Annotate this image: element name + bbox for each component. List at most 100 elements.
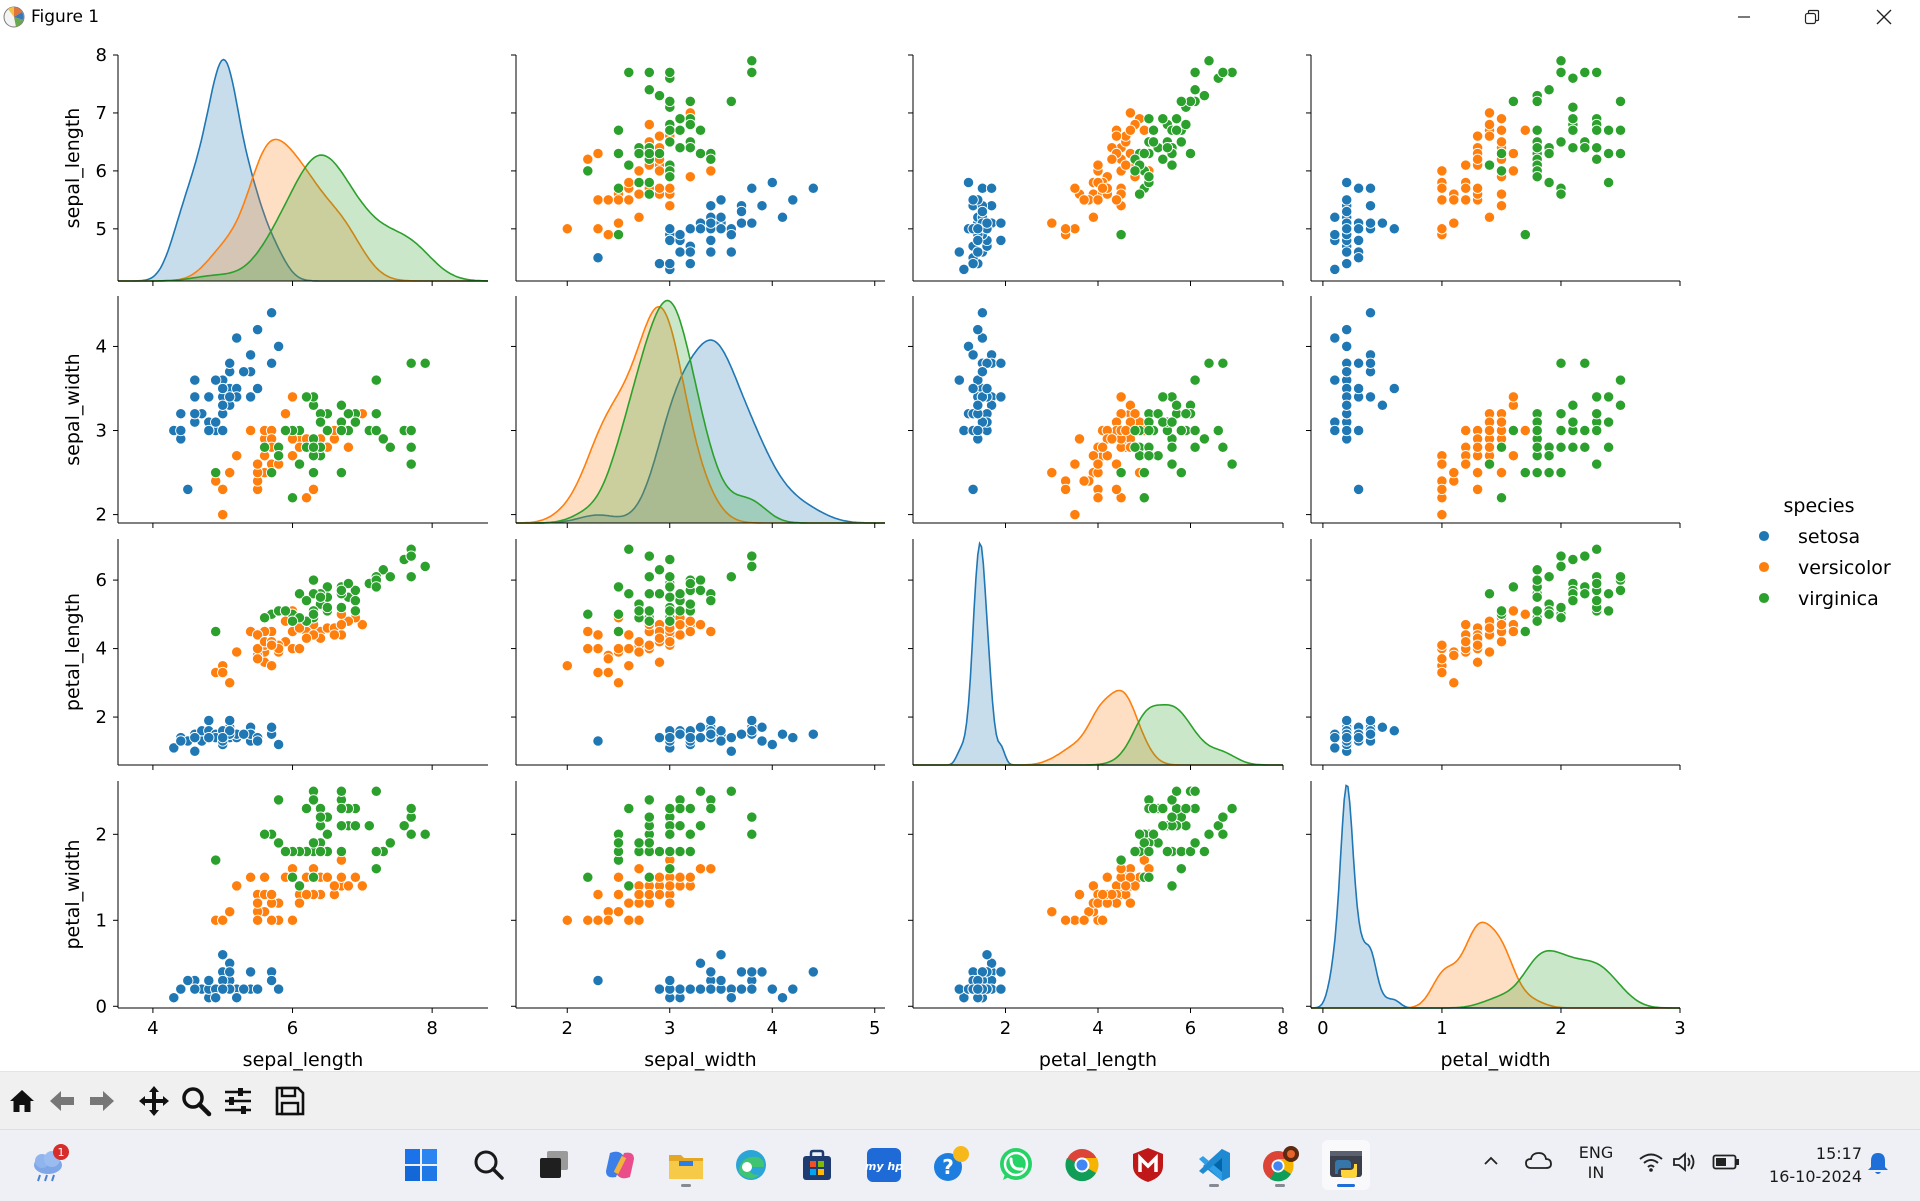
point-versicolor — [654, 657, 664, 667]
save-button[interactable] — [272, 1083, 308, 1119]
taskbar-get-help[interactable]: ? — [927, 1140, 975, 1190]
point-setosa — [1342, 341, 1352, 351]
point-virginica — [644, 606, 654, 616]
folder-icon — [667, 1147, 705, 1183]
point-virginica — [406, 425, 416, 435]
point-setosa — [169, 993, 179, 1003]
subplot-sepal_width-vs-petal_width — [1306, 296, 1680, 528]
taskbar-chrome-profile[interactable] — [1256, 1140, 1304, 1190]
onedrive-cloud-icon[interactable] — [1524, 1150, 1552, 1172]
taskbar-task-view[interactable] — [530, 1140, 578, 1190]
point-versicolor — [1074, 889, 1084, 899]
point-setosa — [996, 218, 1006, 228]
battery-icon[interactable] — [1712, 1152, 1740, 1172]
home-button[interactable] — [4, 1083, 40, 1119]
show-hidden-icons-icon[interactable] — [1482, 1152, 1500, 1170]
point-versicolor — [1437, 195, 1447, 205]
volume-icon[interactable] — [1672, 1150, 1698, 1174]
point-setosa — [190, 746, 200, 756]
point-setosa — [654, 732, 664, 742]
point-setosa — [1342, 367, 1352, 377]
point-setosa — [706, 729, 716, 739]
point-virginica — [1556, 56, 1566, 66]
point-virginica — [1556, 442, 1566, 452]
point-setosa — [1377, 722, 1387, 732]
point-virginica — [406, 358, 416, 368]
point-versicolor — [675, 630, 685, 640]
point-setosa — [266, 722, 276, 732]
taskbar-chrome[interactable] — [1058, 1140, 1106, 1190]
y-tick-label: 8 — [96, 45, 107, 66]
point-virginica — [747, 56, 757, 66]
taskbar-file-explorer[interactable] — [662, 1140, 710, 1190]
point-virginica — [308, 838, 318, 848]
point-virginica — [644, 616, 654, 626]
notifications-bell-icon[interactable] — [1866, 1150, 1890, 1176]
point-versicolor — [685, 172, 695, 182]
weather-widget[interactable]: 1 — [24, 1140, 72, 1190]
point-setosa — [747, 726, 757, 736]
point-setosa — [273, 984, 283, 994]
point-versicolor — [654, 183, 664, 193]
taskbar-edge[interactable] — [727, 1140, 775, 1190]
point-virginica — [336, 821, 346, 831]
point-virginica — [1532, 442, 1542, 452]
point-setosa — [211, 993, 221, 1003]
zoom-button[interactable] — [178, 1083, 214, 1119]
point-setosa — [982, 218, 992, 228]
point-versicolor — [562, 661, 572, 671]
taskbar-mcafee[interactable] — [1124, 1140, 1172, 1190]
taskbar-start[interactable] — [397, 1140, 445, 1190]
clock[interactable]: 15:17 16-10-2024 — [1752, 1142, 1862, 1188]
clock-time: 15:17 — [1752, 1142, 1862, 1165]
point-setosa — [675, 247, 685, 257]
point-versicolor — [1508, 392, 1518, 402]
point-versicolor — [1070, 509, 1080, 519]
minimize-button[interactable] — [1710, 0, 1778, 34]
taskbar-store[interactable] — [793, 1140, 841, 1190]
point-setosa — [685, 258, 695, 268]
taskbar-myhp[interactable]: my hp — [860, 1140, 908, 1190]
restore-button[interactable] — [1778, 0, 1846, 34]
point-virginica — [1496, 166, 1506, 176]
point-versicolor — [1484, 623, 1494, 633]
point-setosa — [1330, 264, 1340, 274]
taskbar-whatsapp[interactable] — [992, 1140, 1040, 1190]
point-setosa — [1389, 383, 1399, 393]
taskbar-search[interactable] — [465, 1140, 513, 1190]
point-virginica — [624, 803, 634, 813]
point-virginica — [1190, 85, 1200, 95]
point-virginica — [1568, 143, 1578, 153]
point-virginica — [1130, 166, 1140, 176]
point-virginica — [1603, 417, 1613, 427]
point-virginica — [685, 119, 695, 129]
point-versicolor — [685, 616, 695, 626]
taskbar-python[interactable] — [1322, 1140, 1370, 1190]
point-versicolor — [624, 661, 634, 671]
point-virginica — [644, 589, 654, 599]
point-virginica — [294, 881, 304, 891]
point-setosa — [665, 732, 675, 742]
wifi-icon[interactable] — [1638, 1150, 1664, 1174]
close-button[interactable] — [1850, 0, 1918, 34]
running-indicator — [681, 1184, 691, 1187]
taskbar-vscode[interactable] — [1190, 1140, 1238, 1190]
taskbar-copilot[interactable] — [596, 1140, 644, 1190]
point-versicolor — [225, 678, 235, 688]
forward-button[interactable] — [84, 1083, 120, 1119]
configure-subplots-button[interactable] — [220, 1083, 256, 1119]
point-virginica — [211, 626, 221, 636]
pan-button[interactable] — [136, 1083, 172, 1119]
back-button[interactable] — [44, 1083, 80, 1119]
y-tick-label: 2 — [96, 707, 107, 728]
language-indicator[interactable]: ENG IN — [1576, 1143, 1616, 1183]
point-setosa — [654, 984, 664, 994]
point-versicolor — [294, 898, 304, 908]
point-versicolor — [1496, 619, 1506, 629]
figure-canvas[interactable]: 5 6 7 8 2 3 4 2 4 6 4 6 8 0 1 2 2 3 4 5 2 4 6 8 0 1 2 3 sepal_length… — [0, 34, 1920, 1071]
point-virginica — [1190, 838, 1200, 848]
point-setosa — [218, 400, 228, 410]
point-versicolor — [593, 667, 603, 677]
point-versicolor — [1079, 476, 1089, 486]
point-versicolor — [603, 229, 613, 239]
